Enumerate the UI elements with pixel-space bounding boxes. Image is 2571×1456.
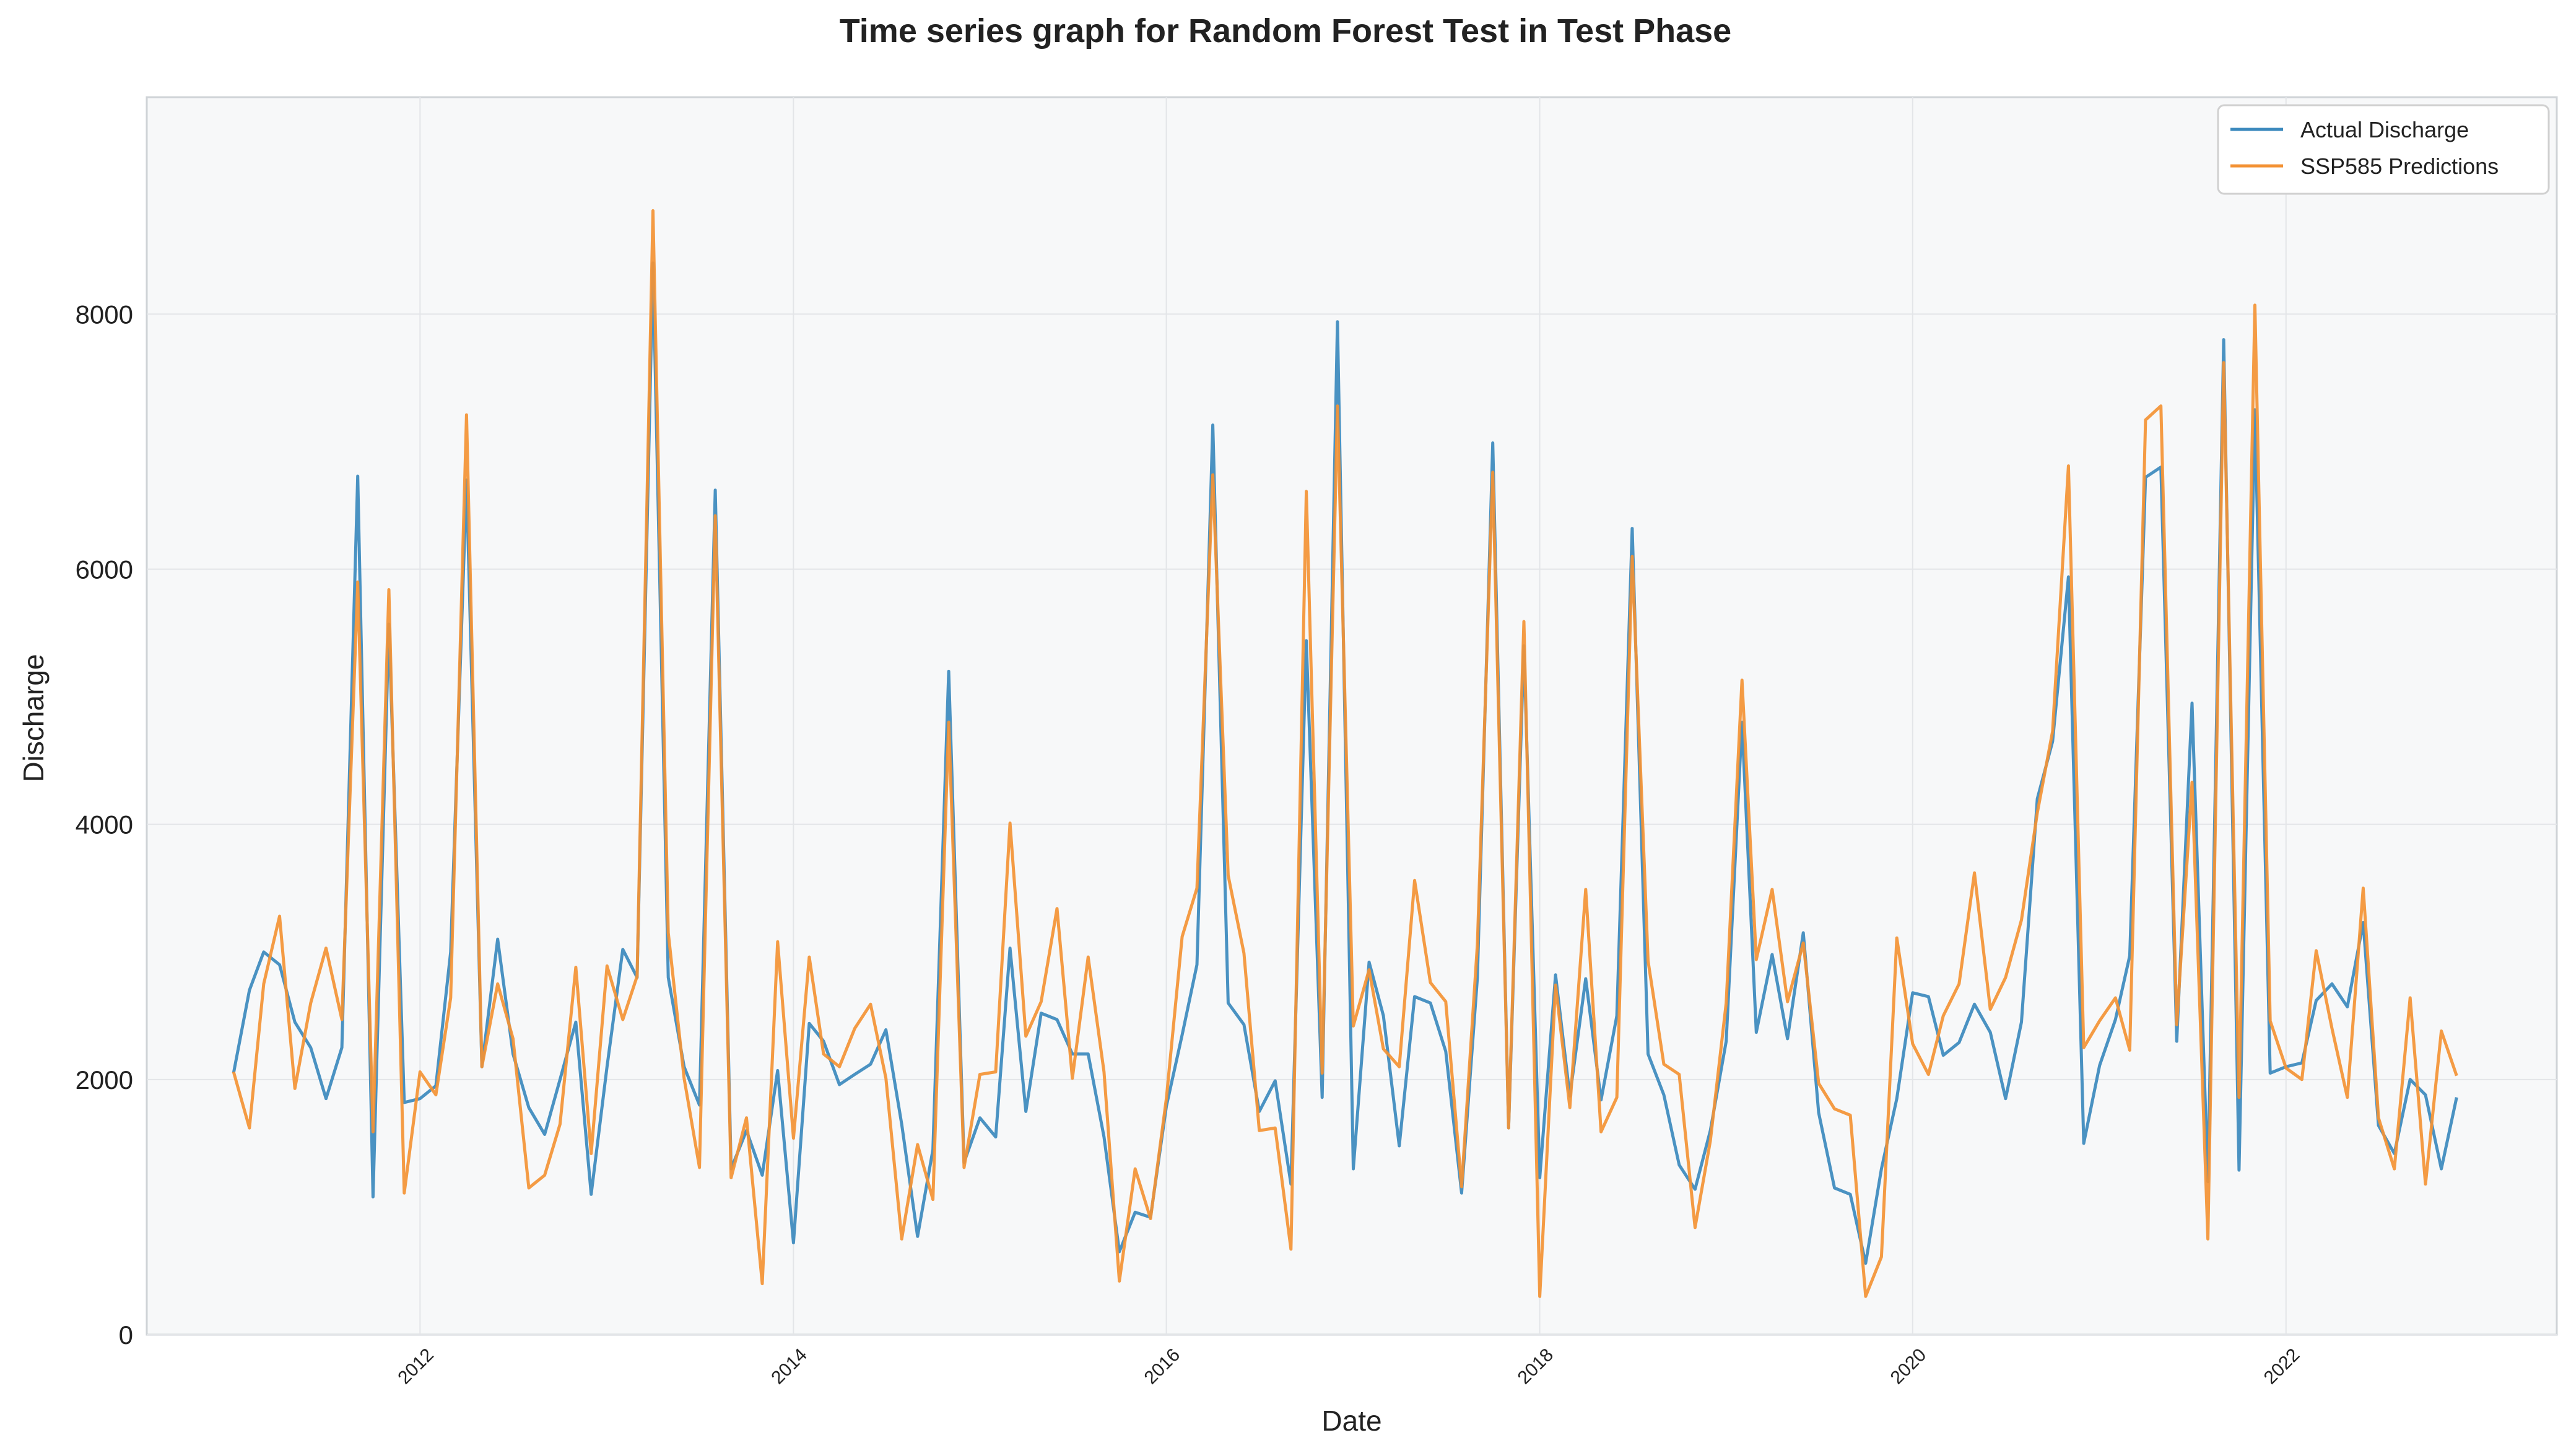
y-tick-label: 0 <box>119 1320 133 1350</box>
grid <box>147 97 2557 1335</box>
series-line-ssp585-predictions <box>232 209 2458 1298</box>
legend-box <box>2217 104 2550 195</box>
legend-label-actual-discharge: Actual Discharge <box>2300 117 2469 142</box>
chart-title: Time series graph for Random Forest Test… <box>840 12 1731 50</box>
y-tick-label: 4000 <box>76 810 133 839</box>
legend-label-ssp585-predictions: SSP585 Predictions <box>2300 154 2499 179</box>
y-axis: 0 2000 4000 6000 8000 <box>76 300 133 1350</box>
y-axis-label: Discharge <box>17 654 50 782</box>
y-tick-label: 8000 <box>76 300 133 329</box>
legend: Actual Discharge SSP585 Predictions <box>2217 104 2550 195</box>
x-axis-label: Date <box>1321 1405 1381 1437</box>
y-tick-label: 2000 <box>76 1065 133 1094</box>
series-layer <box>232 209 2458 1298</box>
y-tick-label: 6000 <box>76 555 133 584</box>
